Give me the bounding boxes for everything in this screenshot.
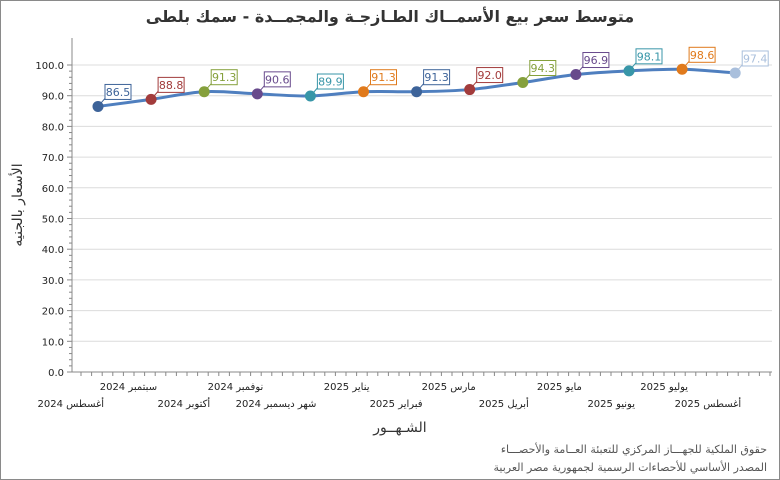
y-tick-label: 50.0	[42, 215, 64, 226]
y-tick-label: 0.0	[48, 368, 64, 379]
data-label-box	[529, 59, 557, 76]
x-tick-label: مارس 2025	[422, 382, 476, 393]
x-tick-label: نوفمبر 2024	[208, 382, 264, 393]
chart-title: متوسط سعر بيع الأسمــاك الطـازجـة والمجم…	[146, 7, 634, 26]
data-label: 91.3	[212, 71, 237, 84]
x-tick-label: يناير 2025	[324, 382, 370, 393]
data-label-box	[263, 71, 291, 88]
data-label: 97.4	[743, 52, 768, 65]
data-point	[251, 88, 263, 100]
data-point	[517, 76, 529, 88]
data-label-box	[476, 67, 504, 84]
data-point	[570, 69, 582, 81]
x-tick-label: أغسطس 2024	[37, 397, 104, 410]
y-tick-label: 80.0	[42, 122, 64, 133]
x-tick-label: يونيو 2025	[587, 399, 635, 410]
y-tick-label: 10.0	[42, 337, 64, 348]
y-tick-label: 60.0	[42, 184, 64, 195]
x-tick-label: يوليو 2025	[640, 382, 688, 393]
data-point	[358, 86, 369, 98]
data-label-box	[370, 69, 397, 86]
data-label-box	[688, 46, 716, 63]
data-point	[411, 86, 423, 98]
data-point	[623, 65, 635, 77]
data-label: 88.8	[159, 79, 184, 92]
y-tick-label: 20.0	[42, 307, 64, 318]
x-tick-label: أغسطس 2025	[675, 397, 742, 410]
data-point	[198, 86, 210, 98]
data-label-box	[210, 69, 238, 86]
footer-copyright: حقوق الملكية للجهـــاز المركزي للتعبئة ا…	[501, 442, 767, 456]
data-label: 98.6	[690, 49, 715, 62]
y-tick-label: 100.0	[35, 61, 64, 72]
x-tick-label: فبراير 2025	[370, 399, 423, 410]
data-label-box	[423, 69, 451, 86]
data-point	[92, 100, 104, 112]
data-label: 94.3	[531, 62, 556, 75]
data-label: 98.1	[637, 50, 662, 63]
data-label-box	[316, 73, 344, 90]
x-tick-label: مايو 2025	[537, 382, 582, 393]
data-label: 92.0	[477, 69, 502, 82]
data-point	[145, 93, 157, 105]
y-tick-label: 30.0	[42, 276, 64, 287]
x-axis-label: الشـهــور	[372, 420, 426, 436]
y-tick-label: 40.0	[42, 245, 64, 256]
x-tick-label: سبتمبر 2024	[100, 382, 157, 393]
x-tick-label: أكتوبر 2024	[158, 397, 211, 410]
data-label: 91.3	[424, 71, 449, 84]
x-tick-label: أبريل 2025	[479, 397, 529, 410]
data-point	[304, 90, 316, 102]
data-label-box	[104, 83, 132, 100]
data-label-box	[157, 76, 185, 93]
x-tick-label: شهر ديسمبر 2024	[236, 399, 317, 410]
data-point	[464, 84, 476, 96]
data-label: 89.9	[318, 76, 343, 89]
data-label: 86.5	[106, 86, 131, 99]
data-point	[676, 63, 688, 75]
data-point	[729, 67, 741, 79]
y-tick-label: 90.0	[42, 92, 64, 103]
data-label: 91.3	[371, 71, 396, 84]
y-tick-label: 70.0	[42, 153, 64, 164]
y-axis-label: الأسعار بالجنيه	[8, 163, 26, 246]
data-label-box	[635, 48, 663, 65]
footer-source: المصدر الأساسي للأحصاءات الرسمية لجمهوري…	[493, 460, 767, 474]
data-label-box	[741, 50, 769, 67]
data-label-box	[582, 52, 610, 69]
data-label: 90.6	[265, 73, 290, 86]
data-label: 96.9	[584, 54, 609, 67]
